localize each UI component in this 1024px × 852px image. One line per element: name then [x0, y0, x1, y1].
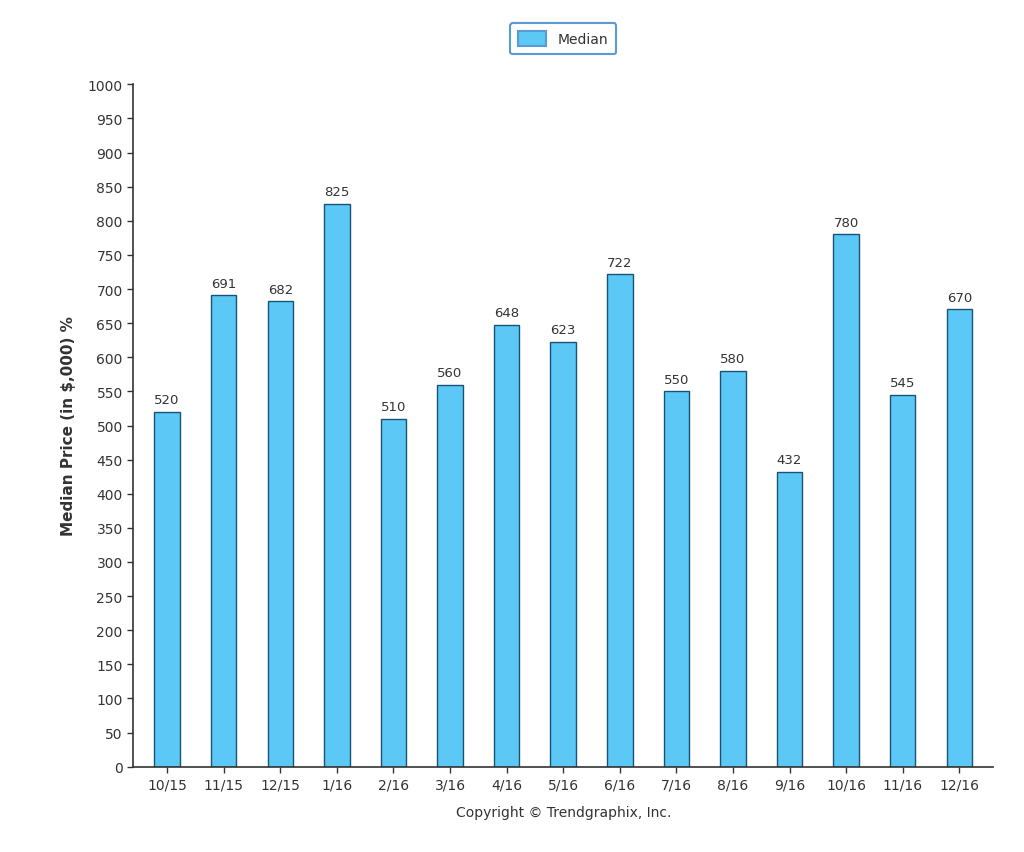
Bar — [325, 204, 349, 767]
Text: 691: 691 — [211, 278, 237, 291]
Bar — [890, 395, 915, 767]
Bar — [834, 235, 859, 767]
Text: 825: 825 — [325, 186, 349, 199]
Text: 550: 550 — [664, 373, 689, 387]
Text: 510: 510 — [381, 400, 407, 414]
Text: 580: 580 — [720, 353, 745, 366]
Bar — [211, 296, 237, 767]
Text: 545: 545 — [890, 377, 915, 390]
Text: 432: 432 — [777, 454, 802, 467]
Bar — [155, 412, 180, 767]
Bar — [267, 302, 293, 767]
Bar — [381, 419, 407, 767]
Y-axis label: Median Price (in $,000) %: Median Price (in $,000) % — [61, 316, 77, 536]
Text: 682: 682 — [267, 284, 293, 296]
Text: 520: 520 — [155, 394, 180, 407]
Text: 648: 648 — [494, 307, 519, 320]
Text: 780: 780 — [834, 216, 859, 230]
Legend: Median: Median — [510, 24, 616, 55]
X-axis label: Copyright © Trendgraphix, Inc.: Copyright © Trendgraphix, Inc. — [456, 805, 671, 819]
Bar — [494, 325, 519, 767]
Bar — [664, 392, 689, 767]
Bar — [607, 274, 633, 767]
Text: 623: 623 — [551, 324, 575, 337]
Bar — [551, 343, 575, 767]
Bar — [777, 472, 802, 767]
Bar — [437, 385, 463, 767]
Text: 560: 560 — [437, 366, 463, 380]
Text: 722: 722 — [607, 256, 633, 269]
Text: 670: 670 — [947, 291, 972, 305]
Bar — [720, 371, 745, 767]
Bar — [946, 310, 972, 767]
